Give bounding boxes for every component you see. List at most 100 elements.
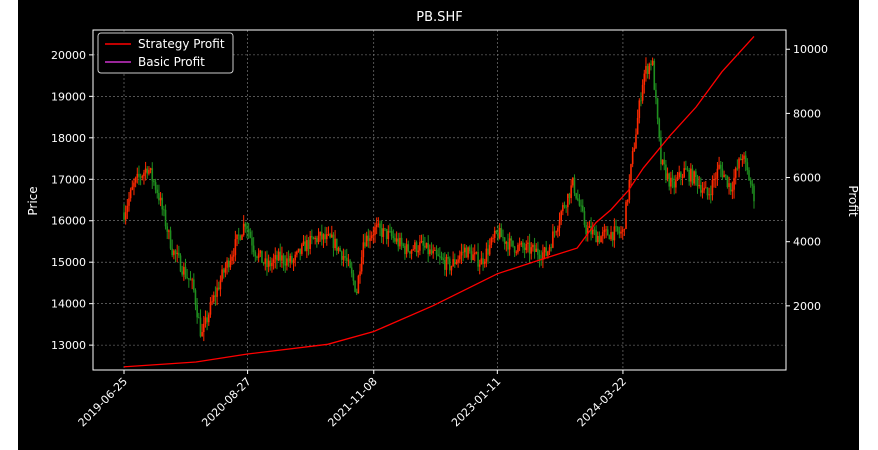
candle-body	[279, 251, 282, 261]
candle-body	[741, 158, 744, 161]
candle-body	[202, 323, 205, 333]
candle-body	[565, 206, 567, 208]
candle-body	[670, 177, 672, 187]
candle-body	[580, 205, 582, 207]
candle-body	[686, 169, 689, 171]
candle-body	[497, 232, 499, 239]
left-y-tick-label: 17000	[51, 173, 86, 186]
candle-body	[188, 278, 190, 280]
candle-body	[212, 295, 215, 302]
candle-body	[749, 180, 752, 185]
candle-body	[224, 267, 227, 273]
left-y-tick-label: 16000	[51, 215, 86, 228]
candle-body	[429, 249, 431, 255]
candle-body	[375, 224, 378, 228]
candle-body	[630, 164, 632, 180]
candle-body	[586, 228, 589, 235]
candle-body	[364, 242, 366, 247]
candle-body	[194, 290, 197, 306]
candle-body	[563, 205, 566, 207]
candle-body	[156, 189, 159, 194]
candle-body	[535, 248, 538, 252]
candle-body	[508, 238, 511, 250]
candle-body	[126, 205, 129, 213]
left-y-tick-label: 18000	[51, 132, 86, 145]
candle-body	[301, 244, 303, 254]
candle-body	[206, 317, 208, 323]
candle-body	[482, 258, 484, 265]
candle-body	[222, 269, 225, 273]
candle-body	[252, 245, 255, 253]
candle-body	[264, 258, 267, 264]
candle-body	[738, 158, 740, 169]
candle-body	[488, 244, 491, 255]
candle-body	[216, 287, 218, 297]
candle-body	[199, 317, 202, 337]
candle-body	[666, 173, 669, 179]
candle-body	[299, 248, 302, 254]
candle-body	[695, 171, 697, 178]
candle-body	[148, 169, 150, 174]
candle-body	[724, 174, 727, 176]
candle-body	[655, 89, 657, 99]
candle-body	[317, 235, 320, 243]
candle-body	[183, 266, 185, 275]
candle-body	[480, 258, 483, 265]
candle-body	[552, 231, 554, 248]
candle-body	[350, 267, 353, 274]
candle-body	[306, 240, 308, 252]
candle-body	[437, 254, 439, 257]
candle-body	[399, 237, 401, 247]
candle-body	[143, 172, 145, 177]
candle-body	[714, 178, 717, 180]
candle-body	[567, 193, 569, 208]
candle-body	[329, 234, 331, 238]
candle-body	[169, 230, 172, 249]
candle-body	[620, 231, 622, 234]
candle-body	[547, 251, 549, 256]
candle-body	[550, 247, 553, 249]
candle-body	[746, 162, 749, 171]
candle-body	[645, 66, 647, 74]
candle-body	[512, 240, 514, 247]
candle-body	[573, 177, 576, 194]
candle-body	[704, 187, 707, 189]
right-axis-label: Profit	[846, 185, 860, 217]
candle-body	[405, 244, 408, 255]
candle-body	[272, 259, 275, 263]
candle-body	[309, 235, 311, 249]
candle-body	[525, 243, 528, 251]
candle-body	[449, 258, 451, 271]
candle-body	[734, 168, 737, 178]
candle-body	[575, 193, 577, 199]
candle-body	[591, 229, 594, 235]
candle-body	[374, 227, 376, 235]
candle-body	[595, 230, 597, 243]
candle-body	[201, 332, 203, 337]
candle-body	[335, 238, 338, 251]
candle-body	[136, 173, 139, 178]
candle-body	[440, 256, 443, 259]
candle-body	[601, 231, 604, 237]
candle-body	[530, 247, 533, 254]
candle-body	[334, 238, 336, 249]
candle-body	[179, 255, 182, 272]
candle-body	[701, 190, 704, 193]
candle-body	[261, 250, 263, 263]
candle-body	[696, 177, 699, 187]
candle-body	[485, 248, 488, 262]
candle-body	[703, 187, 705, 191]
candle-body	[267, 260, 270, 268]
candle-body	[191, 279, 193, 281]
candle-body	[610, 232, 612, 240]
candle-body	[513, 246, 516, 253]
candle-body	[641, 84, 644, 101]
candle-body	[621, 229, 624, 232]
candle-body	[615, 226, 617, 228]
plot-frame	[92, 29, 787, 371]
legend-box	[97, 32, 234, 74]
candle-body	[226, 260, 228, 268]
candle-body	[354, 280, 356, 292]
